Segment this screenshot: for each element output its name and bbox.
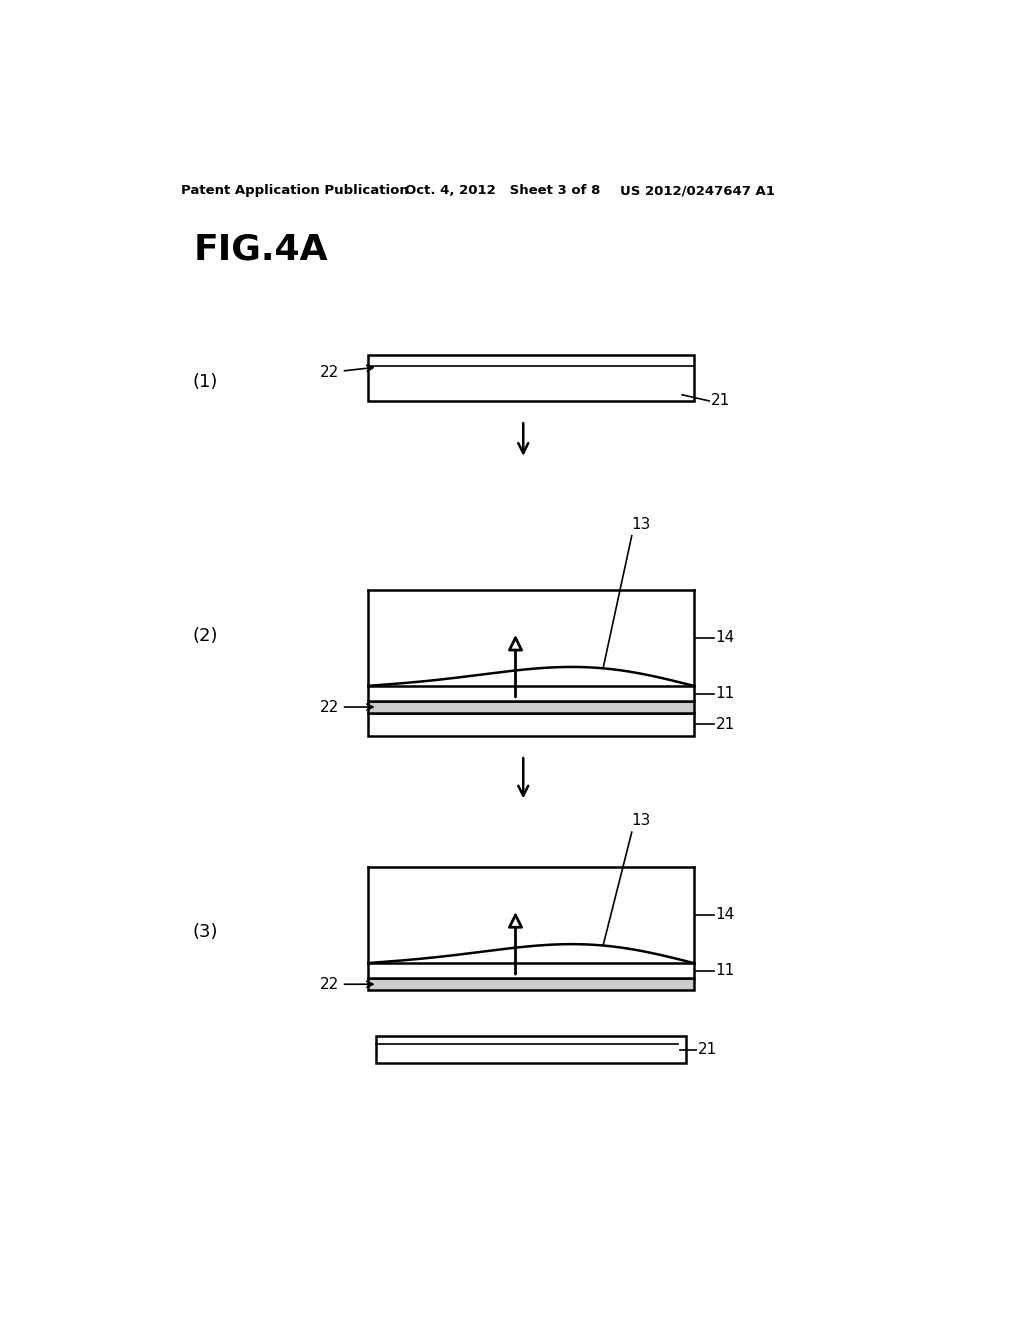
Text: 13: 13 [632, 517, 651, 532]
Text: 22: 22 [319, 364, 373, 380]
Text: 13: 13 [632, 813, 651, 829]
Text: 14: 14 [716, 907, 734, 923]
Text: (2): (2) [193, 627, 218, 644]
Text: 14: 14 [716, 630, 734, 645]
Text: 21: 21 [716, 717, 734, 731]
Text: US 2012/0247647 A1: US 2012/0247647 A1 [621, 185, 775, 197]
Text: FIG.4A: FIG.4A [194, 232, 329, 267]
Bar [369, 355, 693, 401]
Text: 21: 21 [711, 393, 730, 408]
Bar [369, 686, 693, 701]
Bar [369, 713, 693, 737]
Text: 22: 22 [319, 977, 373, 991]
Text: 21: 21 [697, 1043, 717, 1057]
Bar [369, 978, 693, 990]
Text: (1): (1) [193, 372, 218, 391]
Text: Oct. 4, 2012   Sheet 3 of 8: Oct. 4, 2012 Sheet 3 of 8 [406, 185, 601, 197]
Bar [369, 701, 693, 713]
Text: Patent Application Publication: Patent Application Publication [180, 185, 409, 197]
Text: (3): (3) [193, 923, 218, 941]
Bar [376, 1036, 686, 1063]
Bar [369, 964, 693, 978]
Text: 11: 11 [716, 964, 734, 978]
Text: 11: 11 [716, 686, 734, 701]
Text: 22: 22 [319, 700, 373, 714]
